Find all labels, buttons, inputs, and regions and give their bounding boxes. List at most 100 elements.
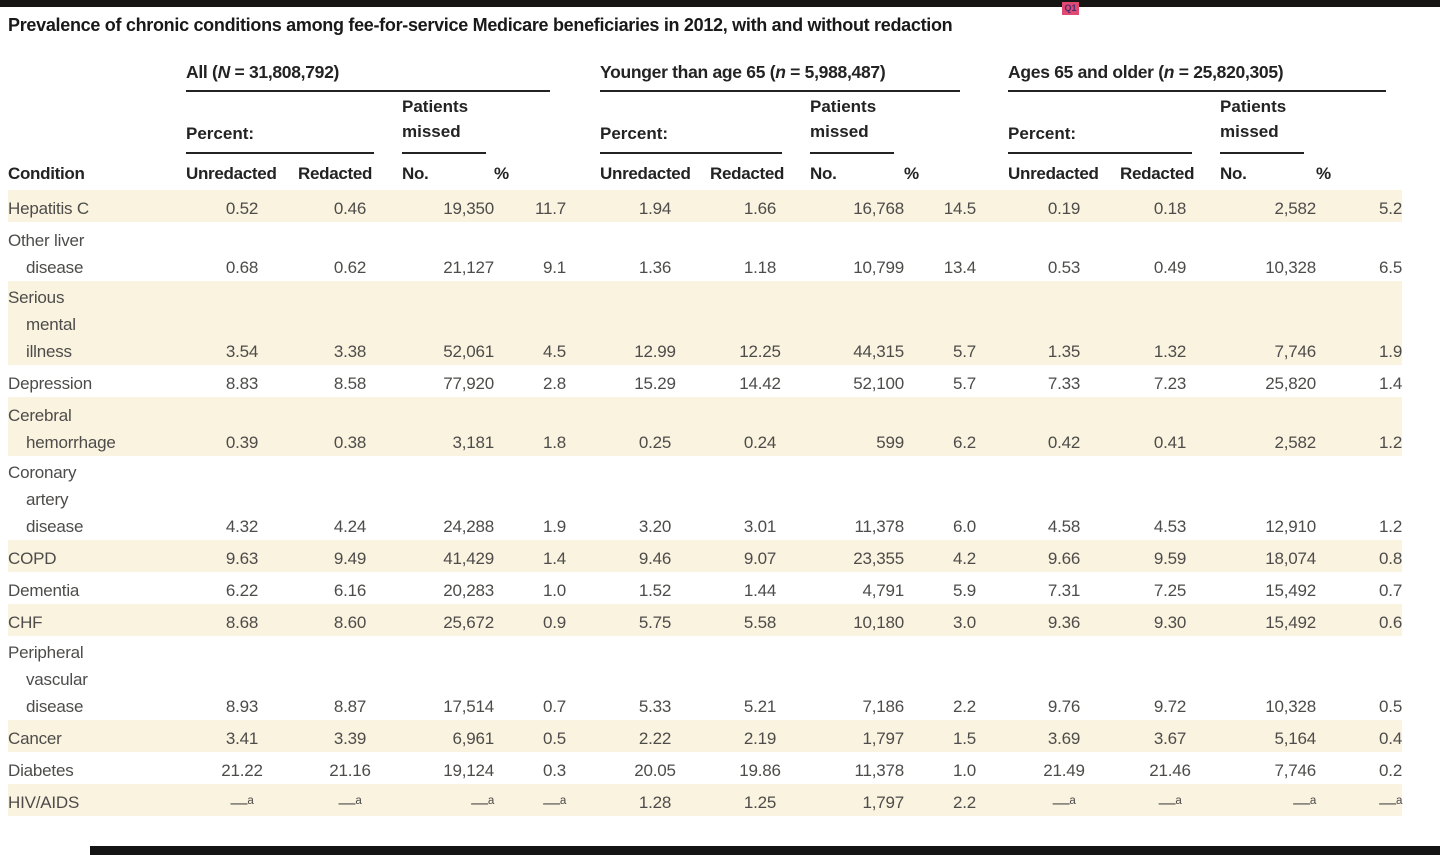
value-cell: 10,328 xyxy=(1265,697,1317,716)
value-cell: 4.58 xyxy=(1047,517,1081,536)
value-cell: 14.5 xyxy=(943,199,977,218)
value-cell: 15.29 xyxy=(634,374,676,393)
value-cell: 1.25 xyxy=(743,793,777,812)
value-cell: 6.16 xyxy=(333,581,367,600)
value-cell: 11,378 xyxy=(854,517,905,536)
query-marker-badge[interactable]: Q1 xyxy=(1062,2,1079,15)
value-cell: 1.4 xyxy=(542,549,567,568)
table-row: CHF 8.68 8.60 25,672 0.9 5.75 5.58 10,180 3.0 9.3… xyxy=(8,604,1402,636)
spacer xyxy=(8,92,186,154)
col-header-pct: % xyxy=(904,164,919,183)
bottom-rule xyxy=(90,846,1440,855)
value-cell: 20.05 xyxy=(634,761,676,780)
value-cell: 1.0 xyxy=(953,761,977,780)
value-cell: 25,672 xyxy=(443,613,494,632)
table-row: COPD 9.63 9.49 41,429 1.4 9.46 9.07 23,355 4.2 9.… xyxy=(8,540,1402,572)
table-row: Depression 8.83 8.58 77,920 2.8 15.29 14.42 52,… xyxy=(8,365,1402,397)
value-cell: 13.4 xyxy=(943,258,977,277)
value-cell: 0.39 xyxy=(225,433,259,452)
value-cell: 3,181 xyxy=(452,433,494,452)
value-cell: 0.19 xyxy=(1047,199,1081,218)
value-cell: 6.2 xyxy=(953,433,977,452)
table-row: Diabetes 21.22 21.16 19,124 0.3 20.05 19.86 11,… xyxy=(8,752,1402,784)
value-cell: 0.4 xyxy=(1379,729,1403,748)
value-cell: 0.52 xyxy=(225,199,259,218)
value-cell: 0.25 xyxy=(638,433,672,452)
value-cell: 4.2 xyxy=(953,549,977,568)
value-cell: 5.7 xyxy=(953,342,977,361)
value-cell: 5.58 xyxy=(743,613,777,632)
table-row: Serious mental illness 3.54 3.38 52,061 4.5 12.… xyxy=(8,281,1402,365)
value-cell: 599 xyxy=(876,433,905,452)
column-gap xyxy=(976,636,1008,720)
value-cell: 3.54 xyxy=(225,342,259,361)
value-cell: 10,180 xyxy=(853,613,905,632)
column-gap xyxy=(976,784,1008,816)
percent-header: Percent: xyxy=(186,92,402,154)
table-row: Dementia 6.22 6.16 20,283 1.0 1.52 1.44 4,791 5.… xyxy=(8,572,1402,604)
n-symbol: n xyxy=(775,62,786,82)
value-cell: 1.9 xyxy=(542,517,567,536)
value-cell: 2.22 xyxy=(638,729,672,748)
data-table: All (N = 31,808,792) Younger than age 65… xyxy=(8,54,1402,816)
value-cell: 24,288 xyxy=(443,517,494,536)
value-cell: 4.5 xyxy=(542,342,567,361)
col-header-no: No. xyxy=(1220,164,1247,183)
value-cell: 52,100 xyxy=(853,374,905,393)
value-cell: 2.19 xyxy=(743,729,777,748)
value-cell: 3.39 xyxy=(333,729,367,748)
value-cell: 1.0 xyxy=(542,581,567,600)
value-cell: 44,315 xyxy=(853,342,905,361)
column-gap xyxy=(566,365,600,397)
condition-cell: Peripheral vascular disease xyxy=(8,643,88,716)
col-header-pct: % xyxy=(1316,164,1331,183)
column-gap xyxy=(566,784,600,816)
value-cell: 21.16 xyxy=(329,761,371,780)
value-cell: 19.86 xyxy=(739,761,781,780)
value-cell: 0.6 xyxy=(1379,613,1403,632)
value-cell: 5.2 xyxy=(1379,199,1403,218)
table-row: HIV/AIDS —ᵃ —ᵃ —ᵃ —ᵃ 1.28 1.25 1,797 2.2 —ᵃ —ᵃ —ᵃ —ᵃ xyxy=(8,784,1402,816)
group-title-text: Ages 65 and older ( xyxy=(1008,62,1164,82)
col-header-redacted: Redacted xyxy=(710,164,785,183)
value-cell: 21,127 xyxy=(443,258,494,277)
value-cell: 3.01 xyxy=(743,517,777,536)
value-cell: 0.38 xyxy=(333,433,367,452)
value-cell: 2.2 xyxy=(953,697,977,716)
value-cell: 9.72 xyxy=(1153,697,1187,716)
value-cell: 11,378 xyxy=(854,761,905,780)
value-cell: 5,164 xyxy=(1274,729,1317,748)
value-cell: 21.49 xyxy=(1043,761,1085,780)
value-cell: 0.8 xyxy=(1379,549,1403,568)
n-symbol: N xyxy=(217,62,231,82)
value-cell: —ᵃ xyxy=(1379,793,1403,812)
value-cell: 4.32 xyxy=(225,517,259,536)
value-cell: 0.5 xyxy=(1379,697,1403,716)
column-gap xyxy=(976,397,1008,456)
column-gap xyxy=(566,154,600,190)
value-cell: 0.9 xyxy=(542,613,567,632)
column-gap xyxy=(566,572,600,604)
condition-cell: Serious mental illness xyxy=(8,288,76,361)
column-gap xyxy=(976,281,1008,365)
column-gap xyxy=(976,456,1008,540)
condition-cell: Depression xyxy=(8,374,92,393)
value-cell: 16,768 xyxy=(853,199,905,218)
value-cell: 0.7 xyxy=(542,697,567,716)
col-header-condition: Condition xyxy=(8,164,85,183)
value-cell: 1,797 xyxy=(862,793,905,812)
value-cell: 8.58 xyxy=(333,374,367,393)
value-cell: 7.25 xyxy=(1153,581,1187,600)
value-cell: 8.93 xyxy=(225,697,259,716)
value-cell: 11.7 xyxy=(534,199,567,218)
value-cell: 2,582 xyxy=(1274,433,1317,452)
col-header-unredacted: Unredacted xyxy=(186,164,277,183)
column-gap xyxy=(976,365,1008,397)
value-cell: 8.60 xyxy=(333,613,367,632)
value-cell: 3.38 xyxy=(333,342,367,361)
value-cell: 7.31 xyxy=(1047,581,1081,600)
condition-cell: HIV/AIDS xyxy=(8,793,80,812)
value-cell: 9.30 xyxy=(1153,613,1187,632)
col-header-no: No. xyxy=(810,164,837,183)
